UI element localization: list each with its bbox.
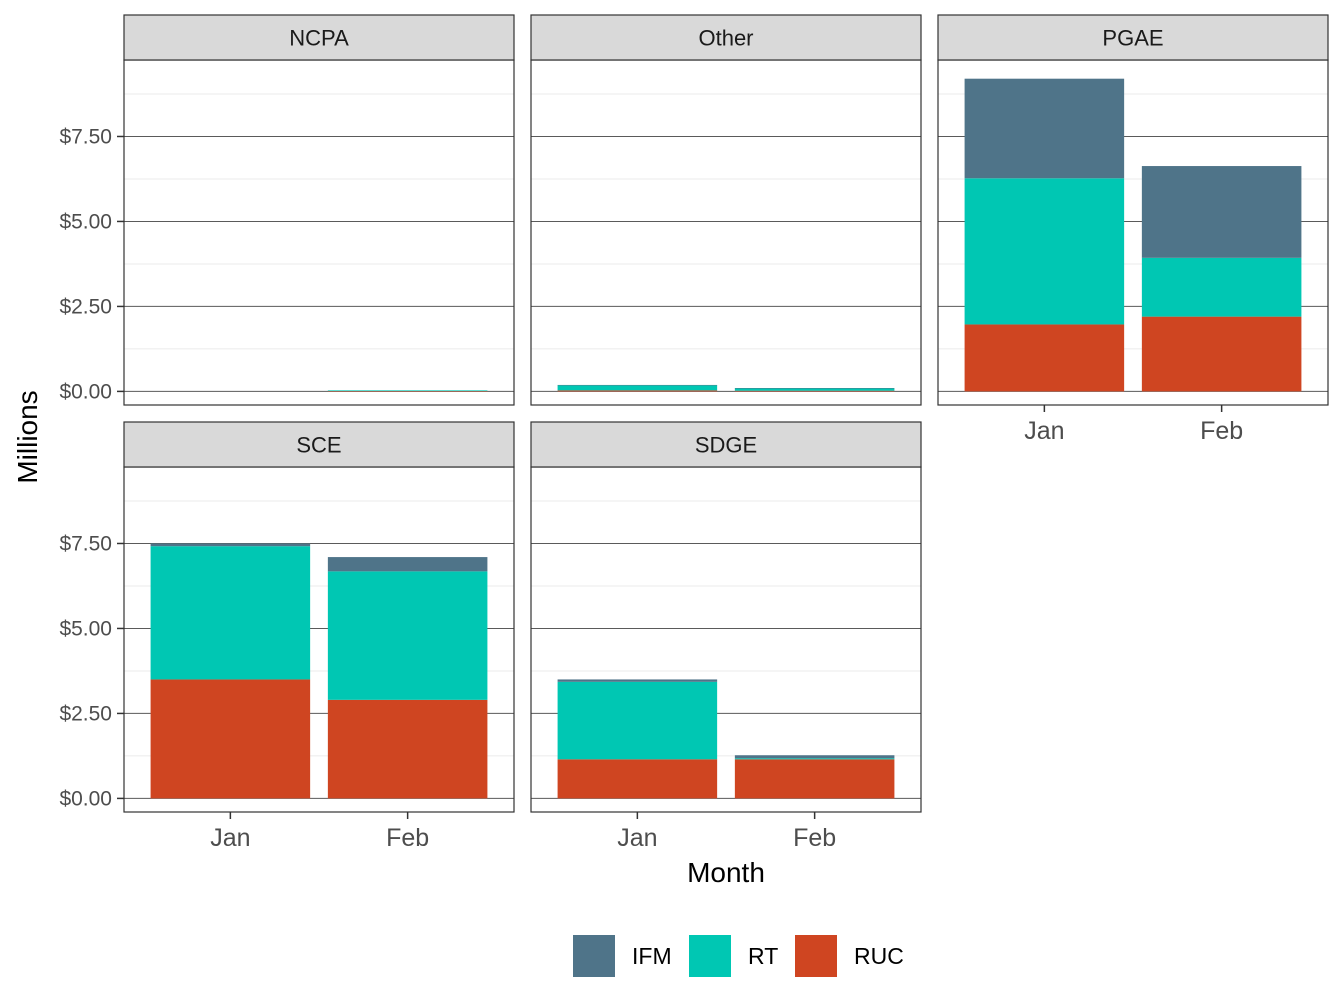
panel-background [124,60,514,405]
bar-ncpa-feb-ruc [327,391,488,392]
facet-title: PGAE [1102,26,1163,51]
facet-title: Other [698,26,753,51]
bar-sdge-feb-ruc [734,759,895,799]
legend-swatch [689,935,731,977]
bar-pgae-feb-ruc [1141,316,1302,392]
bar-sdge-feb-ifm [734,755,895,759]
panel-ncpa: NCPA $0.00 $2.50 $5.00 $7.50 [59,14,515,406]
y-tick-label: $7.50 [59,125,112,148]
bar-pgae-feb-rt [1141,257,1302,317]
x-tick-label: Feb [386,824,429,852]
legend-swatch [795,935,837,977]
bar-sdge-jan-ifm [557,679,718,682]
legend: IFM RT RUC [573,935,904,977]
x-tick-label: Jan [1024,417,1064,445]
legend-label: IFM [632,943,672,969]
legend-swatch [573,935,615,977]
bar-pgae-jan-ifm [964,78,1125,179]
y-tick-label: $5.00 [59,210,112,233]
legend-label: RUC [854,943,904,969]
panel-sce: Jan Feb SCE $0.00 $2.50 $5.00 $7.50 [59,421,515,852]
facet-strip [530,421,922,468]
x-tick-label: Jan [210,824,250,852]
facet-title: SDGE [695,433,757,458]
y-tick-label: $5.00 [59,617,112,640]
bar-other-jan-ruc [557,390,718,392]
legend-label: RT [748,943,778,969]
bar-other-feb-ruc [734,390,895,392]
bar-ncpa-feb-rt [327,390,488,392]
bar-other-jan-ifm [557,384,718,386]
panel-background [531,60,921,405]
facet-title: SCE [296,433,341,458]
bar-sdge-feb-rt [734,758,895,760]
bar-sce-jan-ruc [150,679,311,799]
bar-sdge-jan-rt [557,681,718,760]
bar-sce-jan-rt [150,546,311,680]
facet-strip [530,14,922,61]
bar-other-jan-rt [557,385,718,391]
bar-sdge-jan-ruc [557,759,718,799]
legend-item-rt: RT [689,935,778,977]
bar-pgae-feb-ifm [1141,166,1302,258]
x-tick-label: Feb [793,824,836,852]
panel-pgae: Jan Feb PGAE [937,14,1329,445]
y-tick-label: $7.50 [59,532,112,555]
x-tick-label: Jan [617,824,657,852]
legend-item-ruc: RUC [795,935,904,977]
y-tick-label: $2.50 [59,702,112,725]
bar-other-feb-rt [734,388,895,391]
y-axis-title: Millions [12,390,43,483]
facet-strip [937,14,1329,61]
panel-other: Other [530,14,922,406]
bar-sce-feb-ruc [327,699,488,799]
y-tick-label: $0.00 [59,787,112,810]
facet-strip [123,14,515,61]
y-tick-label: $0.00 [59,380,112,403]
y-tick-label: $2.50 [59,295,112,318]
bar-sce-feb-ifm [327,557,488,572]
x-axis-title: Month [687,857,765,888]
x-tick-label: Feb [1200,417,1243,445]
bar-pgae-jan-ruc [964,324,1125,392]
bar-pgae-jan-rt [964,178,1125,325]
panel-sdge: Jan Feb SDGE [530,421,922,852]
bar-sce-feb-rt [327,571,488,700]
facet-strip [123,421,515,468]
bar-sce-jan-ifm [150,543,311,547]
facet-title: NCPA [289,26,349,51]
bar-other-feb-ifm [734,388,895,389]
legend-item-ifm: IFM [573,935,672,977]
